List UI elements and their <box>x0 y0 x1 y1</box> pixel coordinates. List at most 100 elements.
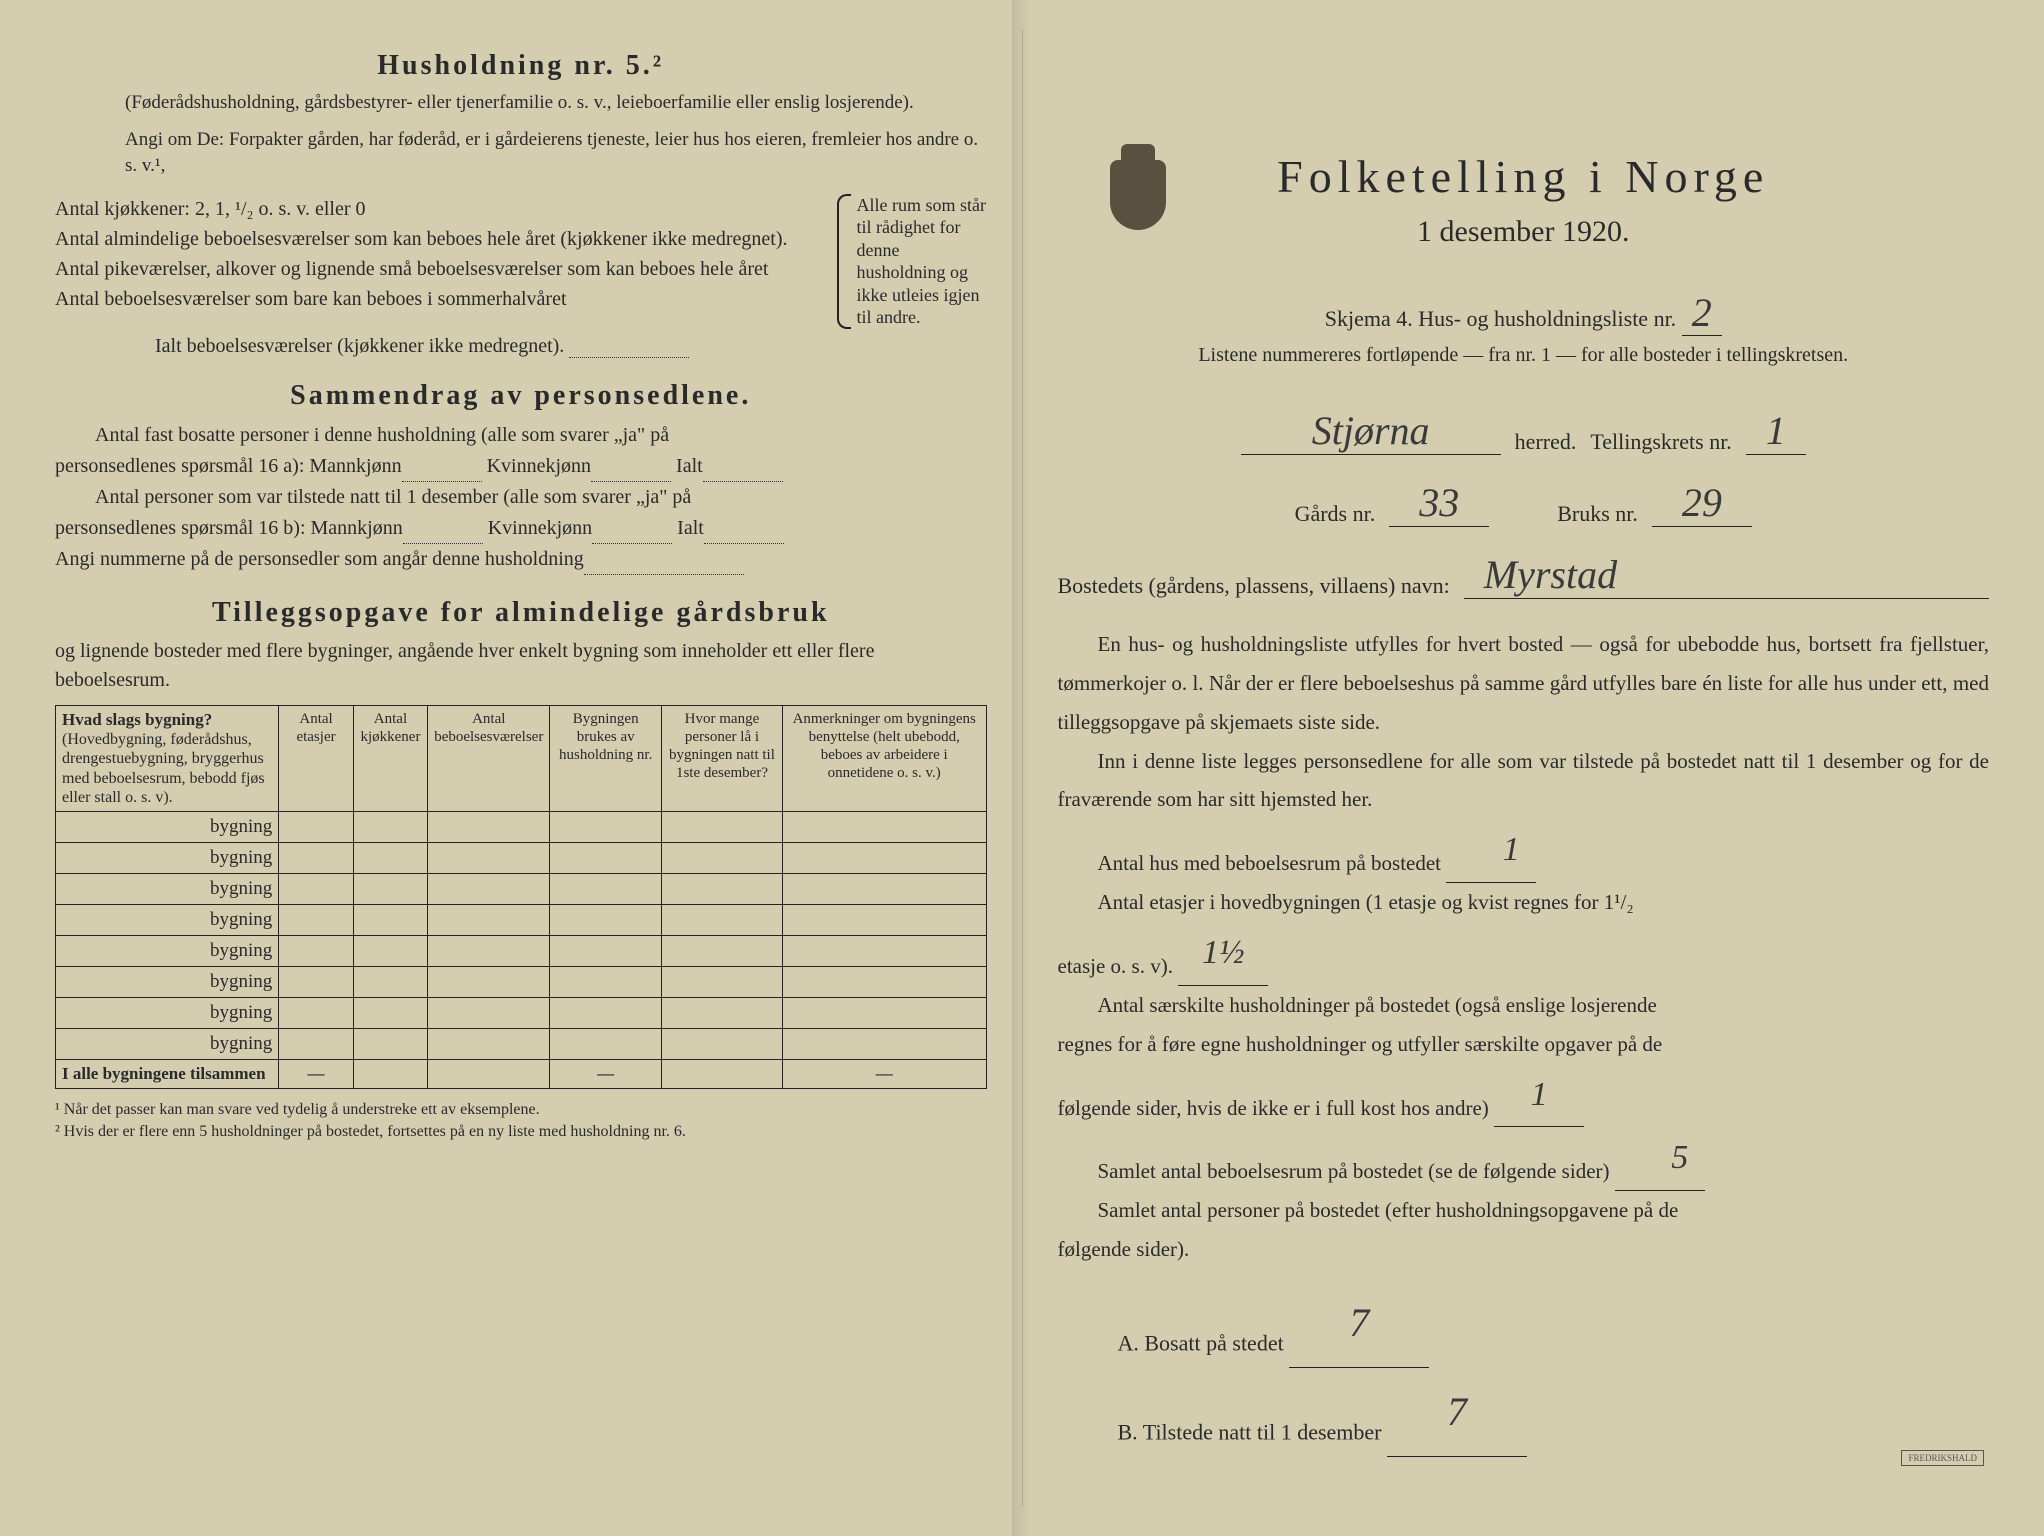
empty-cell <box>661 966 782 997</box>
sammendrag-title: Sammendrag av personsedlene. <box>55 380 987 412</box>
a-bebo: 5 <box>1615 1127 1705 1191</box>
herred-row: Stjørna herred. Tellingskrets nr. 1 <box>1058 407 1990 455</box>
empty-cell <box>279 811 353 842</box>
th-col3: Antal kjøkkener <box>353 705 427 811</box>
tellingskrets-label: Tellingskrets nr. <box>1590 429 1731 455</box>
skjema-nr: 2 <box>1682 290 1722 336</box>
sammendrag-p2a: Antal personer som var tilstede natt til… <box>55 486 691 508</box>
antal-row-2: Antal pikeværelser, alkover og lignende … <box>55 254 827 284</box>
th-col7: Anmerkninger om bygningens benyttelse (h… <box>782 705 986 811</box>
bygning-label-cell: bygning <box>56 966 279 997</box>
table-row: bygning <box>56 873 987 904</box>
footnote-2: ² Hvis der er flere enn 5 husholdninger … <box>55 1121 987 1143</box>
tillegg-intro: og lignende bosteder med flere bygninger… <box>55 637 987 695</box>
empty-cell <box>428 1028 550 1059</box>
a-etasjer: 1½ <box>1178 922 1268 986</box>
q-hushold-c: følgende sider, hvis de ikke er i full k… <box>1058 1096 1489 1120</box>
empty-cell <box>428 904 550 935</box>
tillegg-title: Tilleggsopgave for almindelige gårdsbruk <box>55 597 987 629</box>
q-hus: Antal hus med beboelsesrum på bostedet <box>1098 851 1442 875</box>
bygning-table: Hvad slags bygning? (Hovedbygning, føder… <box>55 705 987 1089</box>
main-title: Folketelling i Norge <box>1058 150 1990 203</box>
table-row: bygning <box>56 842 987 873</box>
table-header-row: Hvad slags bygning? (Hovedbygning, føder… <box>56 705 987 811</box>
ab-block: A. Bosatt på stedet 7 B. Tilstede natt t… <box>1058 1279 1990 1457</box>
skjema-line: Skjema 4. Hus- og husholdningsliste nr. … <box>1058 289 1990 336</box>
bygning-label-cell: bygning <box>56 842 279 873</box>
empty-cell <box>428 873 550 904</box>
empty-cell <box>661 842 782 873</box>
table-row: bygning <box>56 935 987 966</box>
th-col1-rest: (Hovedbygning, føderådshus, drengestueby… <box>62 731 265 806</box>
empty-cell <box>661 935 782 966</box>
empty-cell <box>782 997 986 1028</box>
empty-cell <box>279 966 353 997</box>
empty-cell <box>353 935 427 966</box>
th-col2: Antal etasjer <box>279 705 353 811</box>
q-bebo: Samlet antal beboelsesrum på bostedet (s… <box>1098 1159 1610 1183</box>
empty-cell <box>353 811 427 842</box>
antal-row-1: Antal almindelige beboelsesværelser som … <box>55 224 827 254</box>
bygning-label-cell: bygning <box>56 997 279 1028</box>
ab-a-val: 7 <box>1289 1279 1429 1368</box>
husholdning-title: Husholdning nr. 5.² <box>55 50 987 82</box>
ab-b-label: B. Tilstede natt til 1 desember <box>1118 1420 1382 1445</box>
sammendrag-ialt1: Ialt <box>676 455 703 477</box>
empty-cell <box>428 811 550 842</box>
gards-nr: 33 <box>1389 479 1489 527</box>
th-col1-bold: Hvad slags bygning? <box>62 710 212 729</box>
bygning-label-cell: bygning <box>56 904 279 935</box>
table-row: bygning <box>56 811 987 842</box>
herred-label: herred. <box>1515 429 1577 455</box>
q-hushold-row: følgende sider, hvis de ikke er i full k… <box>1058 1096 1585 1120</box>
empty-cell <box>428 935 550 966</box>
empty-cell <box>279 997 353 1028</box>
empty-cell <box>353 966 427 997</box>
ab-a-row: A. Bosatt på stedet 7 <box>1118 1279 1990 1368</box>
para2: Inn i denne liste legges personsedlene f… <box>1058 742 1990 820</box>
gards-row: Gårds nr. 33 Bruks nr. 29 <box>1058 479 1990 527</box>
husholdning-sub2: Angi om De: Forpakter gården, har føderå… <box>55 127 987 180</box>
empty-cell <box>353 842 427 873</box>
tellingskrets-nr: 1 <box>1746 407 1806 455</box>
q-pers-b: følgende sider). <box>1058 1237 1190 1261</box>
table-row: bygning <box>56 904 987 935</box>
bosted-value: Myrstad <box>1464 551 1989 599</box>
sammendrag-kv: Kvinnekjønn <box>487 455 591 477</box>
q-hushold-b: regnes for å føre egne husholdninger og … <box>1058 1032 1663 1056</box>
antal-row-3: Antal beboelsesværelser som bare kan beb… <box>55 284 827 314</box>
right-paragraphs: En hus- og husholdningsliste utfylles fo… <box>1058 625 1990 1269</box>
bygning-label-cell: bygning <box>56 1028 279 1059</box>
empty-cell <box>353 873 427 904</box>
q-hushold-a: Antal særskilte husholdninger på bostede… <box>1058 986 1990 1025</box>
skjema-text: Skjema 4. Hus- og husholdningsliste nr. <box>1325 306 1676 331</box>
empty-cell <box>782 811 986 842</box>
q-hus-row: Antal hus med beboelsesrum på bostedet 1 <box>1058 819 1990 883</box>
ab-b-row: B. Tilstede natt til 1 desember 7 <box>1118 1368 1990 1457</box>
th-col5: Bygningen brukes av husholdning nr. <box>550 705 662 811</box>
empty-cell <box>782 935 986 966</box>
empty-cell <box>279 1028 353 1059</box>
ialt-row: Ialt beboelsesværelser (kjøkkener ikke m… <box>55 335 987 358</box>
th-col1: Hvad slags bygning? (Hovedbygning, føder… <box>56 705 279 811</box>
th-col4: Antal beboelsesværelser <box>428 705 550 811</box>
empty-cell <box>428 997 550 1028</box>
liste-line: Listene nummereres fortløpende — fra nr.… <box>1058 344 1990 367</box>
empty-cell <box>550 935 662 966</box>
antal-row-0: Antal kjøkkener: 2, 1, ¹/₂ o. s. v. elle… <box>55 194 827 224</box>
empty-cell <box>782 842 986 873</box>
husholdning-sub1: (Føderådshusholdning, gårdsbestyrer- ell… <box>55 90 987 117</box>
date-line: 1 desember 1920. <box>1058 215 1990 249</box>
empty-cell <box>782 1028 986 1059</box>
empty-cell <box>279 935 353 966</box>
q-etasjer-row: etasje o. s. v). 1½ <box>1058 954 1269 978</box>
bygning-label-cell: bygning <box>56 811 279 842</box>
footnotes: ¹ Når det passer kan man svare ved tydel… <box>55 1099 987 1142</box>
bruks-nr: 29 <box>1652 479 1752 527</box>
left-page: Husholdning nr. 5.² (Føderådshusholdning… <box>20 30 1023 1506</box>
empty-cell <box>428 966 550 997</box>
empty-cell <box>782 904 986 935</box>
ab-b-val: 7 <box>1387 1368 1527 1457</box>
empty-cell <box>550 966 662 997</box>
empty-cell <box>353 997 427 1028</box>
